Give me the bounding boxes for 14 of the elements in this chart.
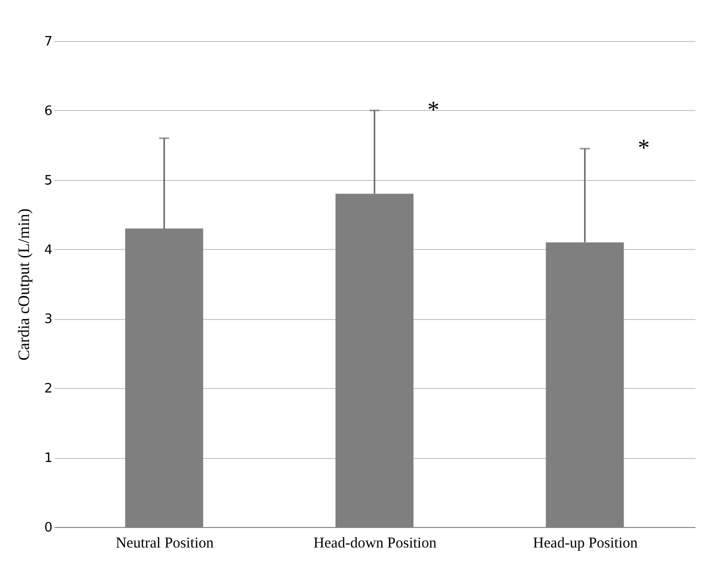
- y-tick-label: 5: [44, 173, 52, 188]
- y-tick-label: 6: [44, 104, 52, 119]
- y-axis-title: Cardia cOutput (L/min): [16, 208, 34, 360]
- y-tick-label: 0: [44, 520, 52, 536]
- y-tick-label: 3: [44, 312, 52, 328]
- annotation: *: [427, 97, 440, 124]
- x-tick-label: Head-up Position: [533, 536, 638, 552]
- y-tick-label: 7: [44, 34, 52, 50]
- x-tick-label: Head-down Position: [314, 536, 437, 552]
- y-tick-label: 2: [44, 382, 52, 397]
- x-tick-label: Neutral Position: [116, 536, 214, 552]
- y-tick-label: 1: [44, 451, 52, 466]
- y-tick-label: 4: [44, 242, 52, 258]
- annotation: *: [638, 136, 650, 162]
